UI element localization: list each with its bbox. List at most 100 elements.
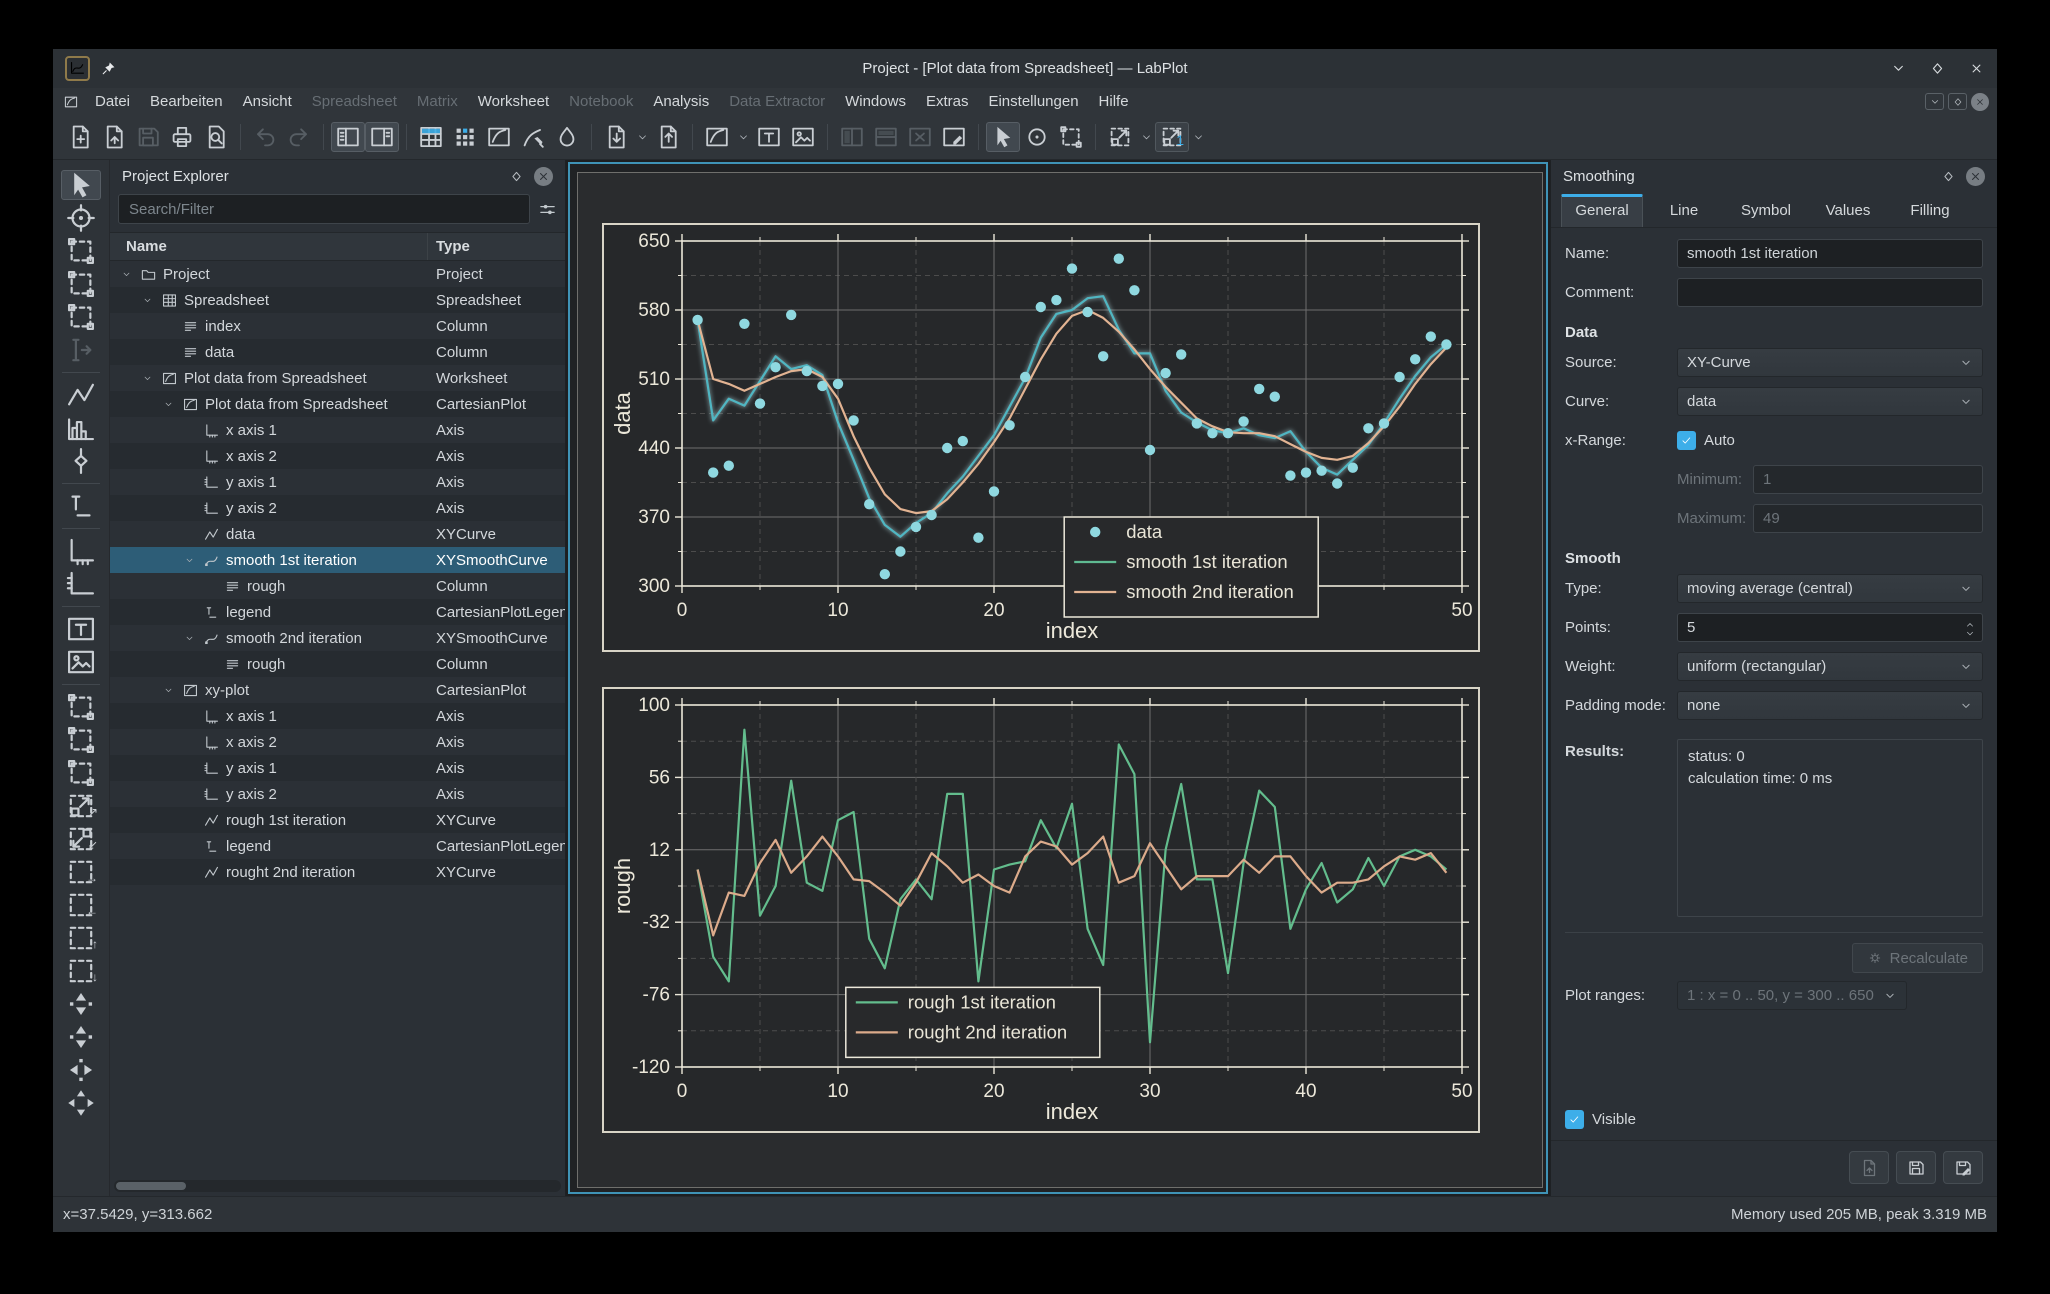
recalculate-button[interactable]: Recalculate	[1851, 943, 1983, 973]
expander-icon[interactable]	[139, 295, 155, 306]
shift-right-button[interactable]: →	[61, 857, 101, 887]
menu-datei[interactable]: Datei	[95, 93, 131, 110]
zoom-in-button[interactable]: ↗	[61, 791, 101, 821]
edit-layout-button[interactable]	[937, 122, 971, 152]
menu-worksheet[interactable]: Worksheet	[477, 93, 550, 110]
add-text-label-button[interactable]	[61, 614, 101, 644]
shift-left-button[interactable]: ←	[61, 890, 101, 920]
zoom-region-button[interactable]	[61, 692, 101, 722]
export-button-chevron-icon[interactable]	[633, 122, 651, 152]
add-image-button[interactable]	[786, 122, 820, 152]
expander-icon[interactable]	[181, 555, 197, 566]
scrollbar-handle[interactable]	[116, 1182, 186, 1190]
tree-row-spreadsheet[interactable]: Spreadsheet Spreadsheet	[110, 287, 565, 313]
scale-y-button[interactable]	[61, 1022, 101, 1052]
tree-row-x-axis-1[interactable]: x axis 1 Axis	[110, 417, 565, 443]
column-header-name[interactable]: Name	[110, 233, 428, 260]
new-spreadsheet-button[interactable]	[414, 122, 448, 152]
menu-notebook[interactable]: Notebook	[569, 93, 634, 110]
magnification-button[interactable]	[1103, 122, 1137, 152]
add-x-axis-button[interactable]	[61, 536, 101, 566]
menu-spreadsheet[interactable]: Spreadsheet	[311, 93, 397, 110]
new-matrix-button[interactable]	[448, 122, 482, 152]
zoom-y-region-button[interactable]	[61, 758, 101, 788]
zoom-x-select-button[interactable]	[61, 269, 101, 299]
shift-down-button[interactable]: ↓	[61, 956, 101, 986]
tab-values[interactable]: Values	[1825, 202, 1871, 219]
tree-row-x-axis-2[interactable]: x axis 2 Axis	[110, 443, 565, 469]
crosshair-mode-button[interactable]	[61, 203, 101, 233]
maximize-window-icon[interactable]	[1929, 60, 1946, 77]
tree-row-xy-plot[interactable]: xy-plot CartesianPlot	[110, 677, 565, 703]
add-text-label-button[interactable]	[752, 122, 786, 152]
float-dock-icon[interactable]	[1941, 169, 1956, 184]
zoom-y-select-button[interactable]	[61, 302, 101, 332]
plot-rough[interactable]: 0 10 20 30 40 50 -120 -76 -32 12 56 100 index rough ro…	[602, 687, 1480, 1133]
tab-filling[interactable]: Filling	[1910, 202, 1950, 219]
tab-general[interactable]: General	[1561, 194, 1643, 227]
weight-select[interactable]: uniform (rectangular)	[1677, 652, 1983, 681]
plot-range-button-chevron-icon[interactable]	[1189, 122, 1207, 152]
tree-row-rough-1st-iteration[interactable]: rough 1st iteration XYCurve	[110, 807, 565, 833]
mdi-restore-icon[interactable]	[1948, 93, 1967, 110]
plot-range-button[interactable]: 1	[1155, 122, 1189, 152]
add-legend-button[interactable]	[61, 491, 101, 521]
menu-ansicht[interactable]: Ansicht	[242, 93, 292, 110]
select-mode-button[interactable]	[986, 122, 1020, 152]
tree-row-y-axis-1[interactable]: y axis 1 Axis	[110, 469, 565, 495]
menu-extras[interactable]: Extras	[925, 93, 969, 110]
zoom-x-region-button[interactable]	[61, 725, 101, 755]
shift-up-button[interactable]: ↑	[61, 923, 101, 953]
tree-row-project[interactable]: Project Project	[110, 261, 565, 287]
column-header-type[interactable]: Type	[436, 238, 470, 255]
menu-hilfe[interactable]: Hilfe	[1098, 93, 1129, 110]
auto-scale-y-button[interactable]	[61, 989, 101, 1019]
expander-icon[interactable]	[160, 399, 176, 410]
magnification-button-chevron-icon[interactable]	[1137, 122, 1155, 152]
tree-row-smooth-2nd-iteration[interactable]: smooth 2nd iteration XYSmoothCurve	[110, 625, 565, 651]
new-project-button[interactable]	[63, 122, 97, 152]
auto-checkbox[interactable]	[1677, 431, 1696, 450]
add-plot-button[interactable]	[700, 122, 734, 152]
pin-icon[interactable]	[100, 60, 117, 77]
color-theme-button[interactable]	[550, 122, 584, 152]
padding-select[interactable]: none	[1677, 691, 1983, 720]
navigate-mode-button[interactable]	[1020, 122, 1054, 152]
tree-row-data[interactable]: data Column	[110, 339, 565, 365]
mdi-shade-icon[interactable]	[1925, 93, 1944, 110]
minimum-field[interactable]	[1753, 465, 1983, 494]
zoom-out-button[interactable]: ↙	[61, 824, 101, 854]
close-dock-icon[interactable]	[534, 166, 553, 186]
plot-data[interactable]: 01020304050300370440510580650indexdatada…	[602, 223, 1480, 652]
tree-header[interactable]: Name Type	[110, 233, 565, 261]
tree-row-legend[interactable]: legend CartesianPlotLegend	[110, 833, 565, 859]
add-xy-curve-button[interactable]	[61, 380, 101, 410]
tree-row-y-axis-1[interactable]: y axis 1 Axis	[110, 755, 565, 781]
save-config-as-button[interactable]	[1943, 1151, 1983, 1184]
tree-row-legend[interactable]: legend CartesianPlotLegend	[110, 599, 565, 625]
add-boxplot-button[interactable]	[61, 446, 101, 476]
close-dock-icon[interactable]	[1966, 166, 1985, 186]
zoom-select-button[interactable]	[61, 236, 101, 266]
zoom-select-mode-button[interactable]	[1054, 122, 1088, 152]
points-stepper[interactable]: 5	[1677, 613, 1983, 642]
filter-options-icon[interactable]	[538, 200, 557, 219]
add-image-button[interactable]	[61, 647, 101, 677]
load-config-button[interactable]	[1849, 1151, 1889, 1184]
toggle-project-explorer-button[interactable]	[331, 122, 365, 152]
new-worksheet-button[interactable]	[482, 122, 516, 152]
tree-row-rough[interactable]: rough Column	[110, 573, 565, 599]
shade-window-icon[interactable]	[1890, 60, 1907, 77]
close-window-icon[interactable]	[1968, 60, 1985, 77]
tree-row-rought-2nd-iteration[interactable]: rought 2nd iteration XYCurve	[110, 859, 565, 885]
menu-einstellungen[interactable]: Einstellungen	[988, 93, 1079, 110]
auto-scale-button[interactable]	[61, 1088, 101, 1118]
search-input[interactable]	[118, 194, 530, 224]
curve-select[interactable]: data	[1677, 387, 1983, 416]
menu-analysis[interactable]: Analysis	[653, 93, 710, 110]
menu-matrix[interactable]: Matrix	[416, 93, 458, 110]
menu-windows[interactable]: Windows	[845, 93, 906, 110]
expander-icon[interactable]	[139, 373, 155, 384]
menu-data-extractor[interactable]: Data Extractor	[729, 93, 826, 110]
add-y-axis-button[interactable]	[61, 569, 101, 599]
